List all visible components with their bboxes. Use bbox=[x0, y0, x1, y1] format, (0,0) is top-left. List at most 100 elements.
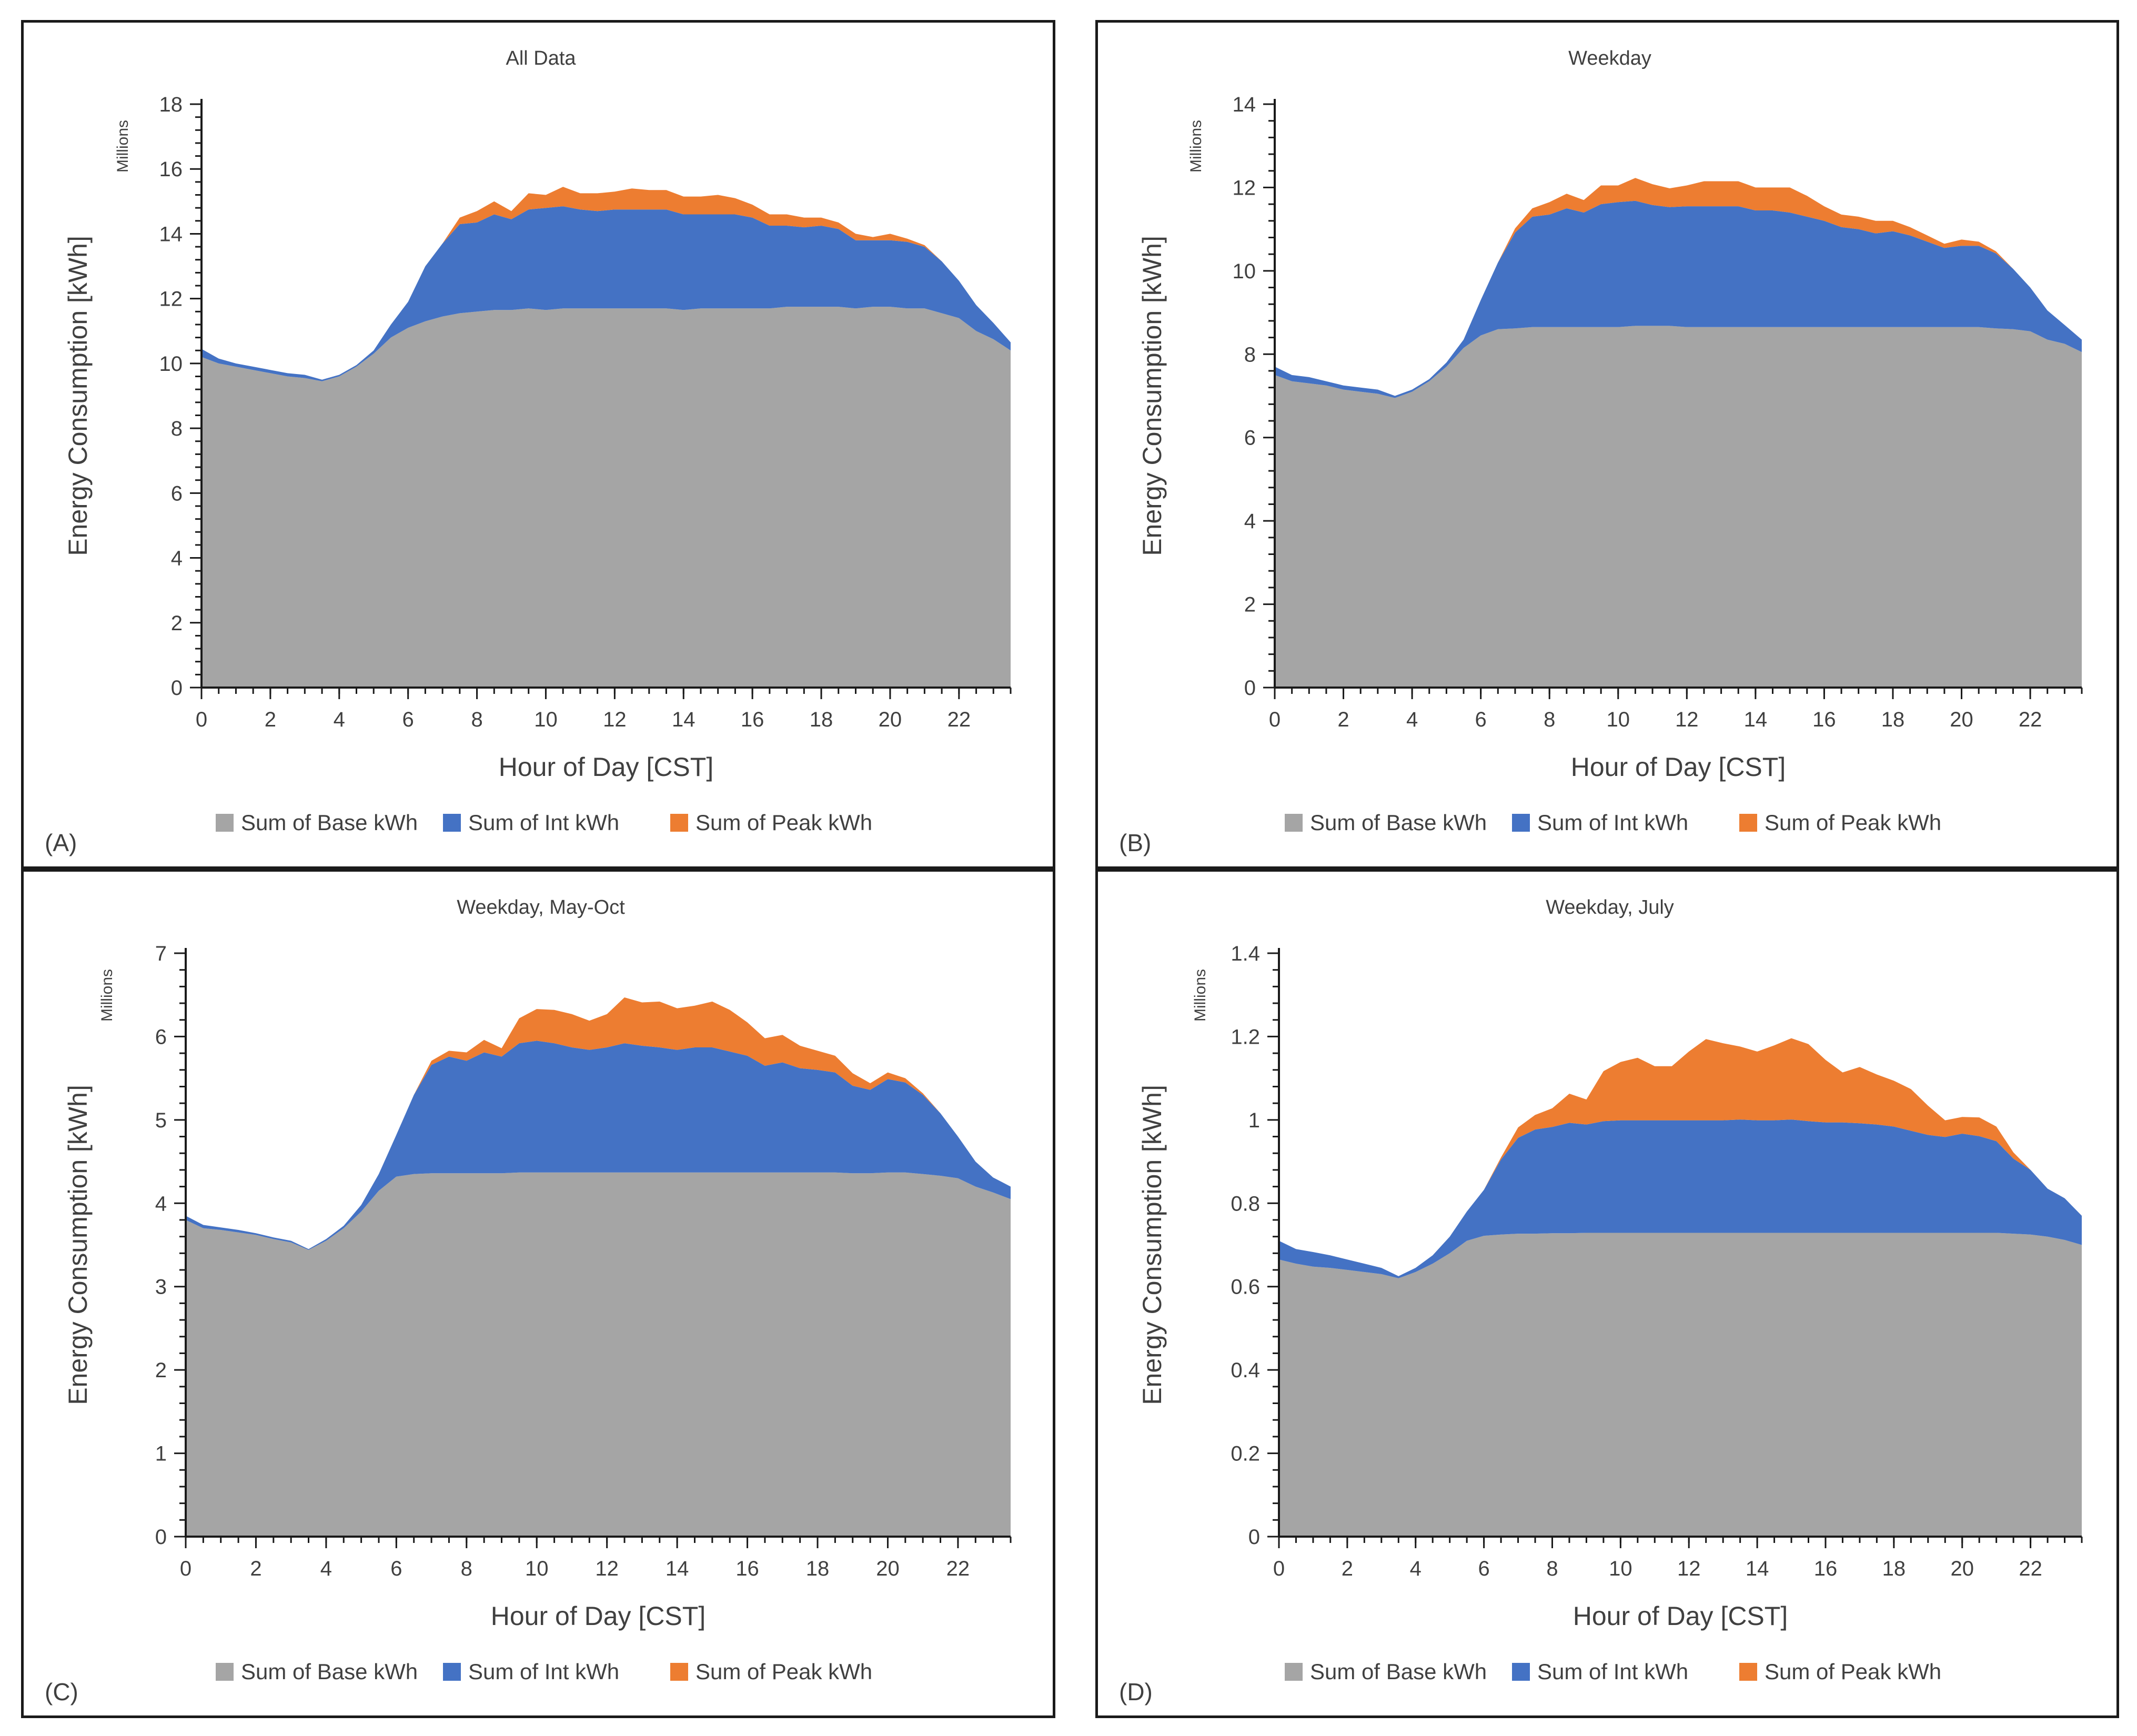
x-tick-label: 16 bbox=[1812, 708, 1836, 731]
panel-b: 0 2 4 6 8 10 12 14 0 2 4 6 8 10 12 14 16 18 20 22 Weekday Mil… bbox=[1095, 20, 2119, 869]
x-tick-label: 18 bbox=[1881, 708, 1905, 731]
chart-title: Weekday, July bbox=[1546, 896, 1674, 919]
x-tick-label: 20 bbox=[879, 708, 902, 731]
y-tick-label: 16 bbox=[159, 158, 183, 181]
legend-swatch bbox=[1285, 1663, 1303, 1681]
legend-label: Sum of Peak kWh bbox=[695, 1659, 872, 1684]
panel-a: 0 2 4 6 8 10 12 14 16 18 0 2 4 6 8 10 12 14 16 18 20 22 All Da… bbox=[21, 20, 1055, 869]
y-tick-label: 12 bbox=[1233, 176, 1256, 199]
x-tick-label: 12 bbox=[1677, 1557, 1701, 1580]
y-tick-label: 0 bbox=[1244, 677, 1256, 700]
x-tick-label: 2 bbox=[250, 1557, 261, 1580]
chart-title: All Data bbox=[506, 47, 576, 69]
x-tick-label: 6 bbox=[402, 708, 414, 731]
legend-swatch bbox=[1739, 1663, 1757, 1681]
legend-label: Sum of Base kWh bbox=[241, 1659, 418, 1684]
x-tick-label: 18 bbox=[1882, 1557, 1906, 1580]
legend-label: Sum of Base kWh bbox=[1310, 810, 1487, 835]
x-tick-label: 4 bbox=[334, 708, 345, 731]
units-label: Millions bbox=[1187, 120, 1205, 173]
x-tick-label: 16 bbox=[735, 1557, 759, 1580]
y-tick-label: 1.4 bbox=[1231, 942, 1260, 965]
y-tick-label: 6 bbox=[171, 482, 183, 505]
units-label: Millions bbox=[98, 969, 116, 1022]
x-tick-label: 2 bbox=[265, 708, 276, 731]
x-axis-label: Hour of Day [CST] bbox=[1573, 1601, 1788, 1631]
legend-swatch bbox=[1739, 814, 1757, 832]
legend-label: Sum of Int kWh bbox=[1537, 810, 1688, 835]
legend-label: Sum of Int kWh bbox=[1537, 1659, 1688, 1684]
y-tick-label: 0.8 bbox=[1231, 1192, 1260, 1215]
x-tick-label: 10 bbox=[1607, 708, 1630, 731]
y-tick-label: 2 bbox=[171, 612, 183, 635]
legend-label: Sum of Peak kWh bbox=[1765, 1659, 1941, 1684]
area-series-base bbox=[1275, 326, 2082, 688]
legend-swatch bbox=[1512, 1663, 1530, 1681]
units-label: Millions bbox=[114, 120, 132, 173]
legend-label: Sum of Peak kWh bbox=[1765, 810, 1941, 835]
y-tick-label: 6 bbox=[155, 1025, 167, 1048]
legend-swatch bbox=[670, 814, 688, 832]
x-tick-label: 6 bbox=[1475, 708, 1487, 731]
x-tick-label: 10 bbox=[525, 1557, 549, 1580]
y-tick-label: 4 bbox=[1244, 510, 1256, 533]
x-tick-label: 8 bbox=[1546, 1557, 1558, 1580]
x-tick-label: 22 bbox=[947, 708, 971, 731]
x-tick-label: 10 bbox=[1609, 1557, 1632, 1580]
x-tick-label: 12 bbox=[1675, 708, 1699, 731]
y-tick-label: 8 bbox=[171, 417, 183, 440]
area-series-peak bbox=[1275, 178, 2082, 396]
legend-swatch bbox=[1285, 814, 1303, 832]
x-tick-label: 8 bbox=[471, 708, 482, 731]
y-tick-label: 1.2 bbox=[1231, 1025, 1260, 1048]
x-tick-label: 20 bbox=[1950, 708, 1973, 731]
x-tick-label: 20 bbox=[1950, 1557, 1974, 1580]
panel-tag: (D) bbox=[1119, 1678, 1153, 1705]
x-tick-label: 12 bbox=[603, 708, 627, 731]
x-axis-label: Hour of Day [CST] bbox=[499, 752, 713, 782]
x-tick-label: 14 bbox=[672, 708, 695, 731]
x-tick-label: 6 bbox=[1478, 1557, 1489, 1580]
area-series-int bbox=[1279, 1119, 2082, 1278]
y-tick-label: 1 bbox=[1248, 1109, 1260, 1132]
y-tick-label: 7 bbox=[155, 942, 167, 965]
panel-tag: (A) bbox=[45, 829, 77, 856]
y-tick-label: 0.4 bbox=[1231, 1359, 1260, 1382]
x-tick-label: 2 bbox=[1342, 1557, 1353, 1580]
y-tick-label: 8 bbox=[1244, 343, 1256, 366]
y-tick-label: 0 bbox=[1248, 1526, 1260, 1549]
y-axis-label: Energy Consumption [kWh] bbox=[1137, 1085, 1167, 1405]
legend-swatch bbox=[216, 1663, 234, 1681]
area-series-int bbox=[186, 1041, 1011, 1250]
chart-svg: 0 2 4 6 8 10 12 14 0 2 4 6 8 10 12 14 16 18 20 22 Weekday Mil… bbox=[1119, 47, 2083, 856]
x-tick-label: 4 bbox=[1406, 708, 1418, 731]
y-tick-label: 0.6 bbox=[1231, 1276, 1260, 1299]
legend-swatch bbox=[670, 1663, 688, 1681]
x-tick-label: 2 bbox=[1337, 708, 1349, 731]
legend-label: Sum of Peak kWh bbox=[695, 810, 872, 835]
panel-tag: (B) bbox=[1119, 829, 1151, 856]
x-tick-label: 0 bbox=[180, 1557, 191, 1580]
y-tick-label: 0.2 bbox=[1231, 1442, 1260, 1466]
area-series-int bbox=[1275, 200, 2082, 398]
x-tick-label: 6 bbox=[390, 1557, 402, 1580]
units-label: Millions bbox=[1192, 969, 1209, 1022]
area-series-base bbox=[1279, 1233, 2082, 1537]
legend-label: Sum of Base kWh bbox=[241, 810, 418, 835]
x-tick-label: 4 bbox=[320, 1557, 332, 1580]
y-tick-label: 10 bbox=[159, 352, 183, 376]
chart-svg: 0 0.2 0.4 0.6 0.8 1 1.2 1.4 0 2 4 6 8 10 12 14 16 18 20 22 W… bbox=[1119, 896, 2083, 1705]
area-series-int bbox=[201, 206, 1011, 381]
y-tick-label: 14 bbox=[159, 223, 183, 246]
x-tick-label: 10 bbox=[534, 708, 558, 731]
legend-swatch bbox=[216, 814, 234, 832]
x-tick-label: 18 bbox=[806, 1557, 830, 1580]
x-axis-label: Hour of Day [CST] bbox=[491, 1601, 705, 1631]
x-tick-label: 22 bbox=[946, 1557, 970, 1580]
panel-c: 0 1 2 3 4 5 6 7 0 2 4 6 8 10 12 14 16 18 20 22 Weekday, May-… bbox=[21, 869, 1055, 1718]
x-tick-label: 0 bbox=[1269, 708, 1281, 731]
y-tick-label: 0 bbox=[171, 677, 183, 700]
x-tick-label: 8 bbox=[461, 1557, 472, 1580]
